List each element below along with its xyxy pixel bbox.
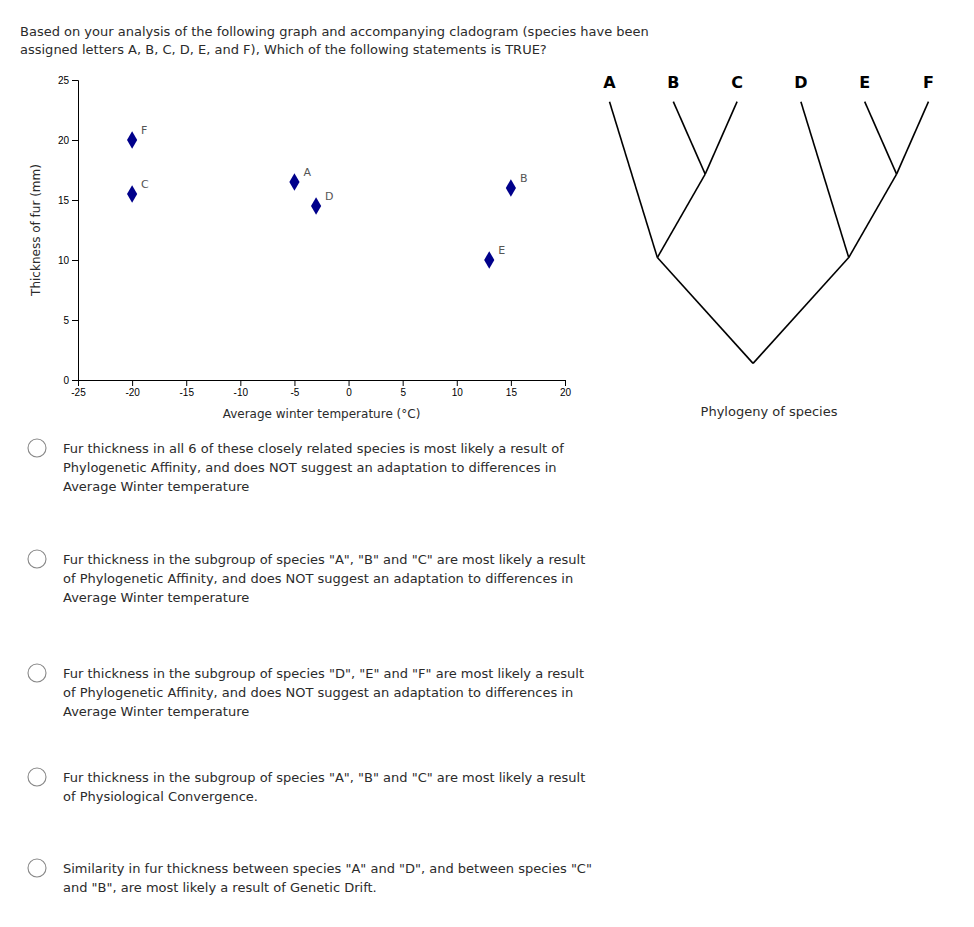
y-tick-mark [72,320,78,321]
y-tick-label: 5 [63,315,69,326]
x-tick-label: 20 [560,387,572,398]
radio-button [28,768,46,786]
y-tick-mark [72,80,78,81]
x-tick-mark [186,380,187,386]
y-tick-mark [72,140,78,141]
x-tick-label: 10 [452,387,464,398]
x-tick: -20 [125,380,140,398]
answer-option: Fur thickness in the subgroup of species… [63,552,585,605]
point [311,197,321,215]
branch [801,102,849,258]
y-axis-title: Thickness of fur (mm) [29,164,43,297]
branch [849,174,897,258]
tip-label: C [731,73,743,92]
answer-option: Fur thickness in the subgroup of species… [63,666,584,719]
y-axis: 0 5 10 15 20 25 [58,75,79,386]
x-tick: -25 [71,380,86,398]
y-tick: 0 [63,375,78,386]
branch [673,102,705,174]
point-label: A [303,166,311,179]
x-axis-line [79,381,566,387]
x-axis-title: Average winter temperature (°C) [223,407,421,421]
cladogram-title: Phylogeny of species [701,404,838,419]
radio-button [28,439,46,457]
x-axis: -25 -20 -15 -10 -5 0 5 10 15 20 [71,380,571,398]
radio-button [28,550,46,568]
x-tick-mark [403,380,404,386]
point-label: F [141,124,147,137]
cladogram: A B C D E F [603,73,934,364]
point-label: E [498,244,505,257]
x-tick-mark [132,380,133,386]
point [289,173,299,191]
x-tick-mark [511,380,512,386]
branch [657,258,753,364]
y-tick-label: 20 [58,135,70,146]
title: Based on your analysis of the following … [20,24,649,57]
y-tick: 15 [58,195,78,206]
point-labels: F C A D B E [141,124,527,257]
y-tick-mark [72,380,78,381]
y-tick: 10 [58,255,78,266]
page: Based on your analysis of the following … [0,0,974,927]
x-tick-label: -10 [234,387,249,398]
y-tick-mark [72,260,78,261]
answer-option: Fur thickness in the subgroup of species… [63,770,585,804]
point-label: B [520,172,528,185]
point-label: D [325,190,333,203]
y-tick-label: 10 [58,255,70,266]
y-tick-label: 15 [58,195,70,206]
point [484,251,494,269]
x-tick-label: -5 [290,387,299,398]
y-tick-label: 0 [63,375,69,386]
x-tick-label: -15 [179,387,194,398]
y-tick: 20 [58,135,78,146]
tip-label: E [859,73,870,92]
tip-label: A [603,73,616,92]
branch [657,174,705,258]
x-tick-label: -20 [125,387,140,398]
answer-option: Similarity in fur thickness between spec… [63,861,592,895]
x-tick-label: -25 [71,387,86,398]
y-axis-line [72,81,79,381]
x-tick-mark [349,380,350,386]
branch [897,102,929,174]
x-tick: 20 [560,380,572,398]
point [506,179,516,197]
point [127,131,137,149]
y-tick: 5 [63,315,78,326]
x-tick: 10 [452,380,464,398]
x-tick: -10 [234,380,249,398]
tip-label: D [794,73,807,92]
point-label: C [141,178,149,191]
branch [705,102,737,174]
x-tick-mark [294,380,295,386]
tip-label: B [667,73,679,92]
radio-button [28,859,46,877]
branch [610,102,658,258]
branch [865,102,897,174]
radio-button [28,664,46,682]
x-tick-mark [457,380,458,386]
y-tick-mark [72,200,78,201]
tip-label: F [923,73,934,92]
x-tick: 15 [506,380,518,398]
y-tick: 25 [58,75,78,86]
x-tick: -15 [179,380,194,398]
y-tick-label: 25 [58,75,70,86]
scatter-plot: -25 -20 -15 -10 -5 0 5 10 15 20 0 5 10 15 20 25 Average … [29,75,571,421]
answer-option: Fur thickness in all 6 of these closely … [63,441,564,494]
x-tick-mark [565,380,566,386]
points [127,131,516,269]
branch [753,258,849,364]
x-tick-mark [240,380,241,386]
x-tick-label: 5 [400,387,406,398]
point [127,185,137,203]
x-tick: -5 [290,380,299,398]
x-tick-label: 0 [346,387,352,398]
x-tick: 5 [400,380,406,398]
x-tick: 0 [346,380,352,398]
x-tick-label: 15 [506,387,518,398]
